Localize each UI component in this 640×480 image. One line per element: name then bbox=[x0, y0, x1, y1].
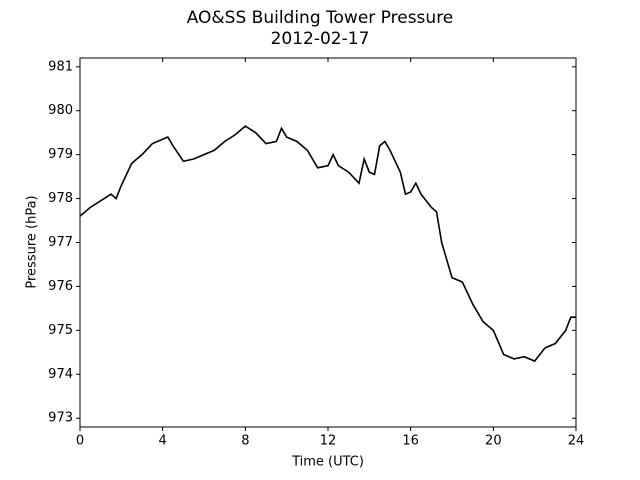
y-tick-label: 979 bbox=[48, 147, 73, 162]
x-tick-label: 16 bbox=[402, 434, 419, 449]
y-axis-label: Pressure (hPa) bbox=[25, 195, 40, 288]
y-tick-label: 973 bbox=[48, 411, 73, 426]
x-tick-label: 20 bbox=[485, 434, 502, 449]
data-line bbox=[79, 125, 576, 363]
chart-title: AO&SS Building Tower Pressure bbox=[187, 8, 454, 28]
y-tick-label: 981 bbox=[48, 59, 73, 74]
y-tick-label: 974 bbox=[48, 367, 73, 382]
x-axis-label: Time (UTC) bbox=[291, 455, 364, 470]
y-tick-label: 975 bbox=[48, 323, 73, 338]
y-tick-label: 976 bbox=[48, 279, 73, 294]
y-tick-label: 977 bbox=[48, 235, 73, 250]
x-tick-label: 4 bbox=[159, 434, 167, 449]
x-tick-label: 0 bbox=[76, 434, 84, 449]
x-tick-label: 8 bbox=[241, 434, 249, 449]
plot-frame bbox=[79, 57, 577, 428]
x-tick-label: 12 bbox=[320, 434, 337, 449]
x-tick-label: 24 bbox=[568, 434, 585, 449]
y-tick-label: 980 bbox=[48, 103, 73, 118]
y-tick-label: 978 bbox=[48, 191, 73, 206]
chart-subtitle: 2012-02-17 bbox=[271, 29, 370, 49]
